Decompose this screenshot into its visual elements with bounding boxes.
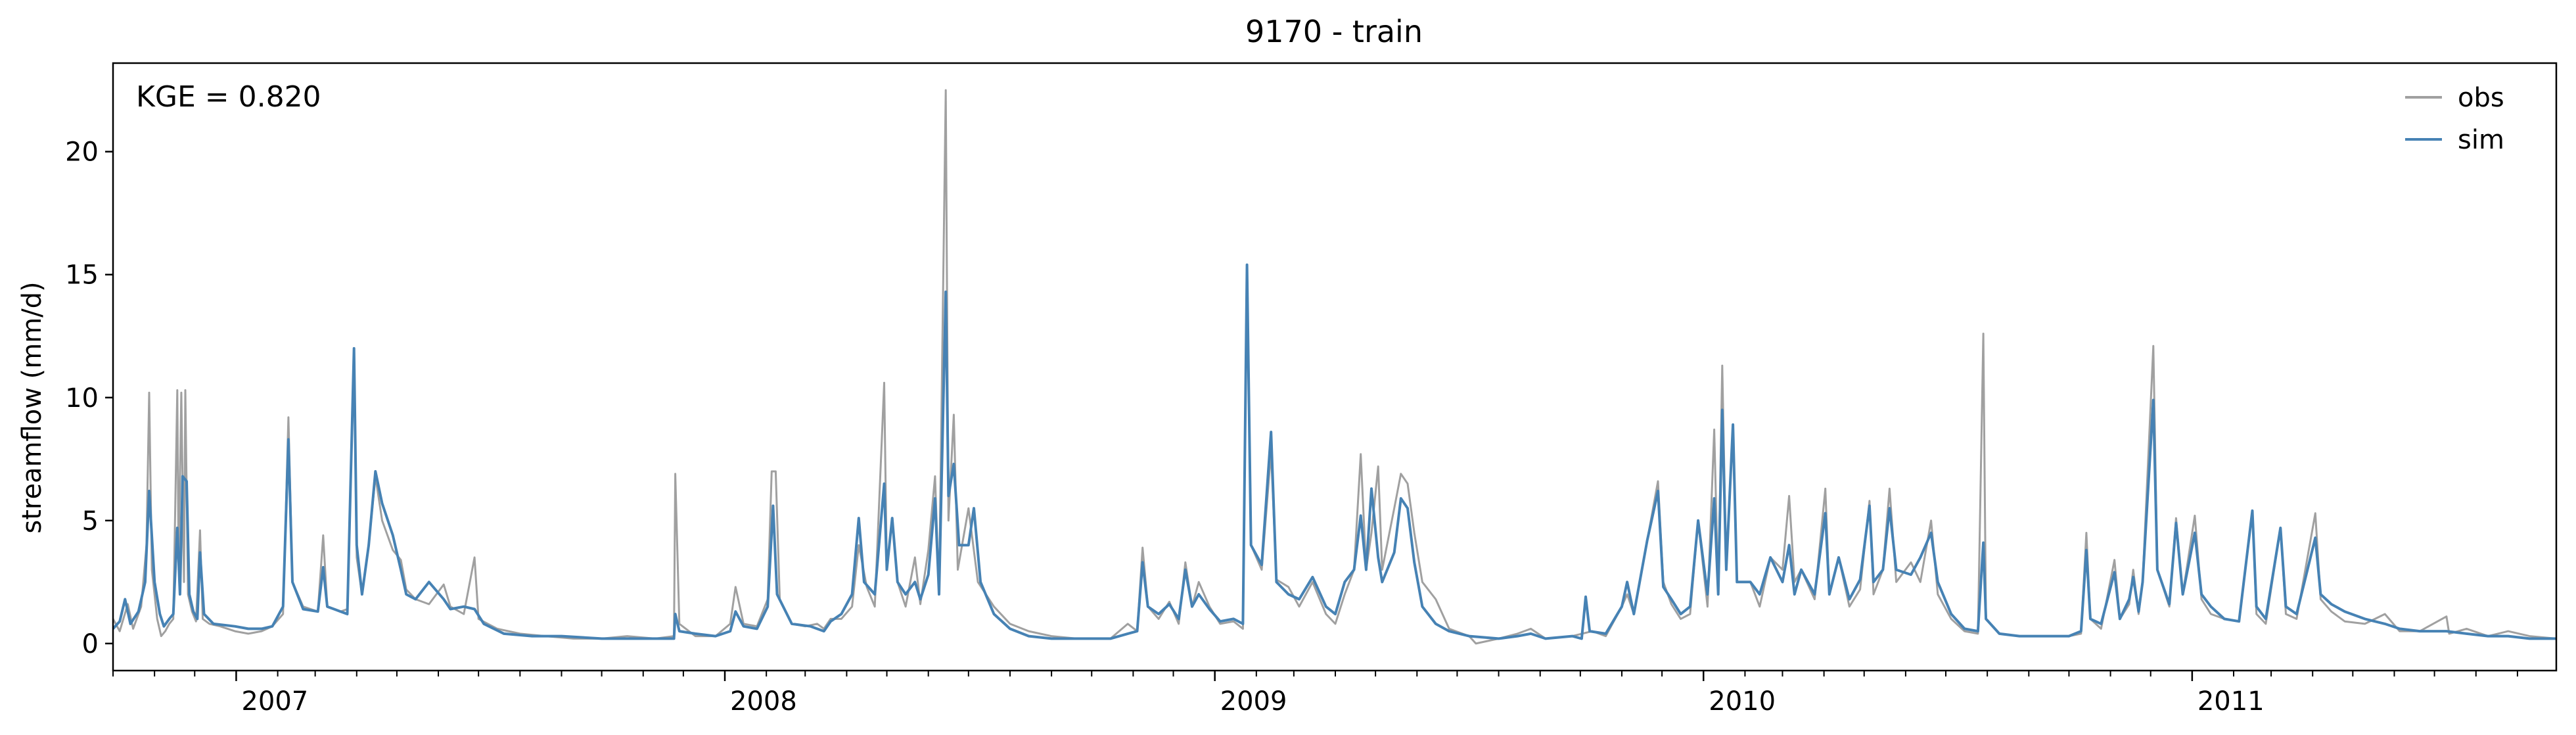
y-tick-label: 10 [65,383,99,414]
x-tick-label: 2011 [2197,686,2265,717]
chart-title: 9170 - train [1245,14,1423,49]
x-tick-label: 2010 [1709,686,1776,717]
y-axis: 0 5 10 15 20 [65,137,113,659]
legend: obs sim [2405,83,2504,155]
y-axis-label: streamflow (mm/d) [17,281,47,533]
x-tick-label: 2009 [1220,686,1287,717]
plot-frame [112,62,2558,672]
legend-label-sim: sim [2458,125,2504,155]
plot-area [112,62,2558,672]
y-tick-label: 5 [82,506,99,536]
x-axis: 2007 2008 2009 2010 2011 [112,671,2518,717]
y-tick-label: 15 [65,260,99,291]
x-tick-label: 2008 [730,686,797,717]
legend-label-obs: obs [2458,83,2504,113]
kge-annotation: KGE = 0.820 [136,80,321,114]
x-tick-label: 2007 [241,686,308,717]
y-tick-label: 0 [82,629,99,659]
series-line-sim [112,263,2556,640]
y-tick-label: 20 [65,137,99,168]
